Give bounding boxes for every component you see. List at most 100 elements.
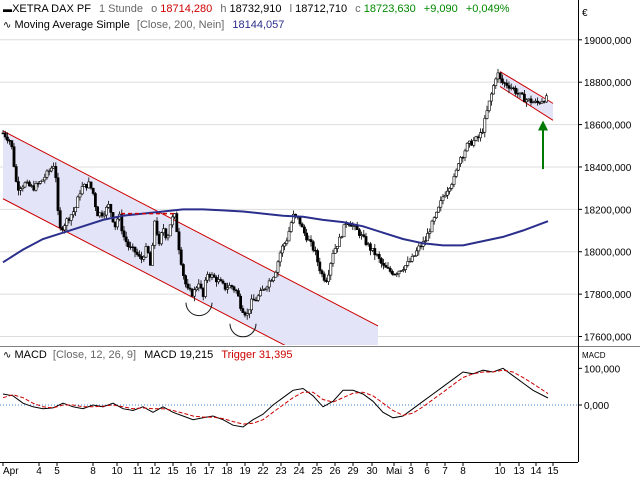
trigger-line [2,369,549,425]
candle-down [184,275,188,285]
candle-up [151,245,155,266]
price-legend: ▬ XETRA DAX PF 1 Stunde o 18714,280 h 18… [3,3,510,15]
x-tick-label: 29 [347,466,359,477]
candle-up [408,260,412,263]
price-panel: 17600,000 17800,000 18000,000 18200,000 1840… [0,8,632,345]
macd-name: MACD [14,349,47,361]
candle-up [527,98,531,101]
candle-up [197,283,201,289]
candle-up [492,85,496,95]
candle-up [261,289,265,292]
candle-up [399,270,403,272]
candle-up [116,218,119,228]
candle-down [157,234,161,245]
collapse-toggle-icon[interactable]: ▬ [3,4,12,14]
candle-up [250,298,254,311]
channel-fill [3,71,553,345]
x-axis[interactable]: Apr 4 5 8 10 11 12 15 16 17 18 19 22 23 24 25 26 29 30 Mai 3… [2,462,559,477]
high-label: h [220,3,227,15]
x-tick-label: 15 [547,466,559,477]
candle-up [327,274,331,282]
candle-up [43,177,47,181]
candle-up [278,252,282,263]
candle-up [329,263,333,276]
candle-down [179,249,183,265]
candle-up [166,235,170,239]
candle-up [366,243,370,245]
candle-up [269,280,273,282]
candle-up [204,279,207,297]
candle-up [47,170,51,173]
macd-tick-label: 100,000 [584,364,621,375]
candle-down [419,245,423,248]
candle-up [63,225,67,231]
candle-up [340,236,344,238]
candle-up [351,225,355,227]
candle-up [210,274,214,278]
candle-up [441,196,445,201]
candle-up [76,196,80,208]
close-label: c [355,3,361,15]
candle-down [316,250,320,263]
candle-down [232,286,236,291]
ma-200-line [2,208,549,264]
candle-down [384,265,388,268]
x-tick-label: 5 [54,466,60,477]
candle-up [280,245,284,254]
candle-up [531,101,535,104]
candle-down [27,181,31,187]
candle-up [432,217,436,222]
macd-tick-label: 0,000 [584,401,609,412]
candle-up [509,87,513,89]
candle-down [140,256,144,260]
x-tick-label: 7 [442,466,448,477]
candle-up [426,233,430,242]
x-tick-label: Apr [3,466,19,477]
change-value: +9,090 [423,3,458,15]
up-arrow-icon [538,120,548,131]
candle-down [124,236,128,243]
candle-down [177,231,181,251]
candle-up [144,246,148,258]
candle-up [450,184,454,189]
symbol-name: XETRA DAX PF [12,3,91,15]
candle-up [171,216,174,226]
candle-down [500,78,504,83]
candle-up [217,279,221,283]
candle-up [23,182,27,188]
candle-down [379,258,383,264]
candle-down [241,308,245,313]
price-axis[interactable]: 17600,000 17800,000 18000,000 18200,000 1840… [578,36,632,344]
candle-down [164,228,168,239]
candle-up [87,181,91,189]
candle-down [94,193,97,208]
x-tick-label: 11 [133,466,144,477]
candle-down [190,288,194,297]
candle-down [313,249,317,252]
x-tick-label: 19 [239,466,251,477]
candle-up [454,169,458,177]
x-tick-label: 22 [257,466,269,477]
candle-down [520,92,524,95]
candle-down [324,280,328,282]
candle-up [478,132,482,139]
candle-up [289,222,293,232]
candle-down [208,274,212,278]
candle-up [193,289,196,297]
macd-axis[interactable]: 100,000 0,000 [578,364,621,412]
candle-down [234,289,238,292]
candle-up [423,240,427,242]
candle-down [522,93,526,103]
candle-down [298,217,302,225]
candle-down [36,183,40,185]
annotations [121,120,548,338]
candle-down [14,166,18,182]
candle-up [410,256,414,262]
close-value: 18723,630 [363,3,416,15]
candle-down [175,213,179,233]
candle-up [45,170,49,178]
candle-up [397,270,401,275]
macd-legend: ∿ MACD [Close, 12, 26, 9] MACD 19,215 Tr… [3,349,292,361]
candle-up [283,243,287,247]
